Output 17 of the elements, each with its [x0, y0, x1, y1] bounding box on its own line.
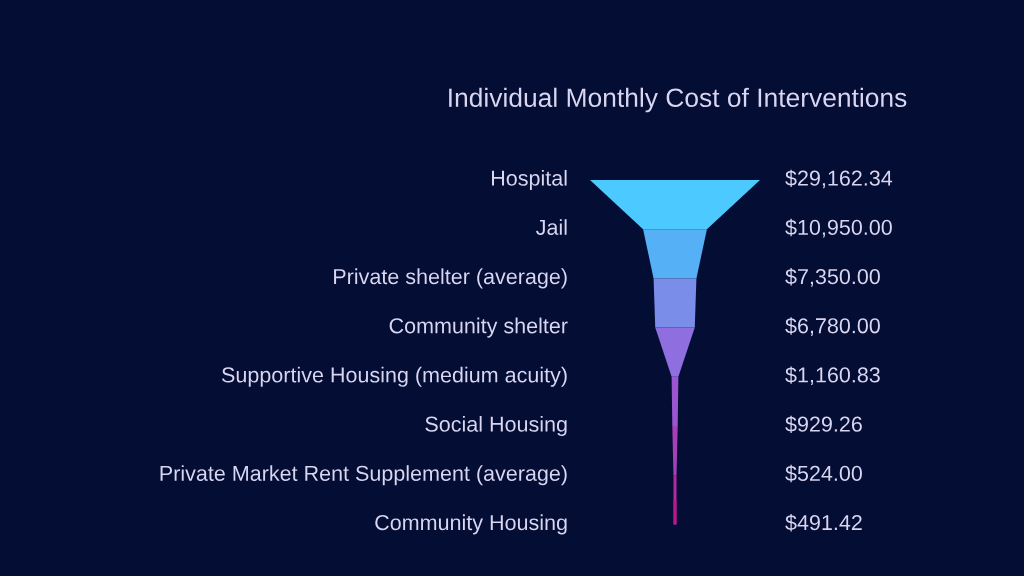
category-label: Supportive Housing (medium acuity)	[222, 366, 567, 387]
category-label: Jail	[536, 219, 567, 235]
data-label: $10,950.00	[785, 218, 892, 238]
data-label: $1,160.83	[785, 366, 880, 386]
category-label: Hospital	[491, 169, 567, 191]
category-label: Social Housing	[425, 415, 567, 437]
category-label: Private Market Rent Supplement (average)	[160, 465, 567, 486]
data-label: $29,162.34	[785, 169, 893, 189]
category-label: Community shelter	[389, 317, 568, 338]
data-label: $524.00	[785, 464, 862, 483]
data-label: $491.42	[785, 514, 862, 532]
text: Individual Monthly Cost of Interventions	[449, 87, 907, 113]
data-label: $929.26	[785, 415, 862, 434]
data-label: $7,350.00	[785, 268, 880, 287]
category-label: Private shelter (average)	[334, 268, 567, 289]
category-label: Community Housing	[375, 514, 567, 535]
data-label: $6,780.00	[785, 317, 880, 336]
